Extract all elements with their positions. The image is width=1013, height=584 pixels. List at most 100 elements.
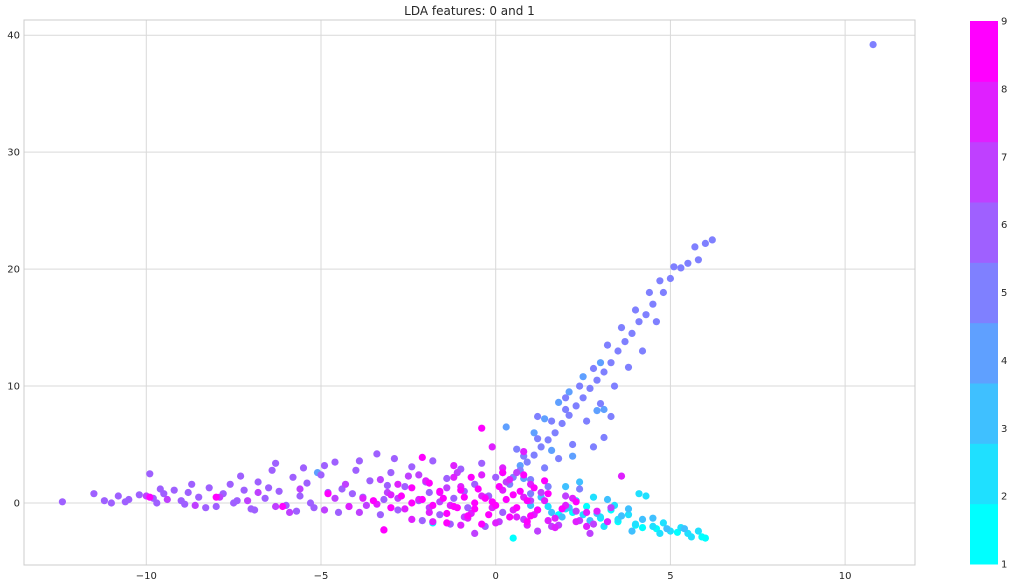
- data-point: [429, 518, 437, 526]
- data-point: [607, 504, 615, 512]
- data-point: [107, 499, 115, 507]
- x-tick-label: 5: [667, 571, 673, 582]
- data-point: [694, 527, 703, 535]
- data-point: [701, 239, 710, 247]
- data-point: [376, 476, 384, 484]
- colorbar-tick-label: 4: [1001, 356, 1007, 367]
- data-point: [537, 443, 545, 451]
- data-point: [383, 481, 391, 490]
- colorbar-ticks: 1 2 3 4 5 6 7 8 9: [1001, 17, 1007, 571]
- data-point: [499, 508, 507, 516]
- grid: [24, 20, 915, 565]
- data-point: [586, 384, 594, 392]
- data-point: [649, 522, 657, 531]
- data-point: [534, 412, 542, 421]
- y-tick-label: 10: [7, 382, 20, 393]
- data-point: [684, 259, 692, 267]
- data-point: [638, 524, 647, 532]
- data-point: [565, 388, 573, 396]
- data-point: [394, 506, 402, 514]
- data-point: [341, 480, 350, 488]
- data-point: [589, 493, 598, 501]
- data-point: [296, 485, 304, 493]
- data-point: [230, 499, 238, 507]
- data-point: [299, 464, 308, 472]
- data-point: [478, 471, 486, 479]
- colorbar-segment: [970, 81, 998, 143]
- data-point: [488, 443, 496, 451]
- y-tick-label: 20: [7, 265, 20, 276]
- colorbar-tick-label: 1: [1001, 560, 1007, 571]
- data-point: [558, 419, 566, 428]
- data-point: [708, 236, 716, 244]
- series-class-5: [499, 41, 877, 498]
- data-point: [390, 455, 398, 463]
- data-point: [394, 480, 402, 488]
- data-point: [680, 525, 689, 533]
- data-point: [146, 470, 154, 478]
- data-point: [523, 497, 531, 505]
- data-point: [635, 490, 643, 498]
- data-point: [387, 491, 395, 499]
- colorbar-segment: [970, 21, 998, 82]
- data-point: [652, 318, 661, 326]
- data-point: [649, 300, 657, 308]
- data-point: [610, 382, 619, 390]
- data-point: [645, 288, 654, 297]
- x-tick-label: 10: [839, 571, 852, 582]
- data-point: [513, 469, 521, 477]
- data-point: [600, 433, 608, 442]
- data-point: [589, 364, 598, 373]
- data-point: [443, 519, 451, 527]
- data-point: [579, 373, 587, 381]
- data-point: [268, 466, 276, 474]
- data-point: [558, 513, 566, 521]
- data-point: [600, 368, 608, 376]
- data-point: [541, 477, 549, 485]
- data-point: [569, 452, 577, 460]
- data-point: [355, 457, 363, 465]
- colorbar-tick-label: 3: [1001, 424, 1007, 435]
- data-point: [520, 448, 528, 456]
- data-point: [513, 445, 521, 453]
- data-point: [373, 450, 381, 458]
- data-point: [677, 264, 685, 272]
- data-point: [530, 451, 538, 459]
- data-point: [869, 41, 877, 49]
- data-point: [457, 486, 465, 494]
- data-point: [659, 519, 668, 527]
- data-point: [226, 480, 234, 488]
- y-tick-label: 40: [7, 31, 20, 42]
- data-point: [555, 455, 563, 463]
- data-point: [551, 514, 559, 522]
- x-tick-label: −10: [136, 571, 157, 582]
- data-point: [562, 394, 570, 402]
- data-point: [603, 341, 612, 349]
- data-point: [583, 417, 591, 425]
- data-point: [408, 499, 416, 507]
- data-point: [583, 502, 591, 511]
- colorbar-segment: [970, 503, 998, 565]
- data-point: [254, 478, 262, 486]
- data-point: [572, 507, 580, 515]
- data-point: [418, 453, 426, 461]
- data-point: [663, 525, 671, 533]
- data-point: [516, 487, 524, 495]
- data-point: [471, 505, 479, 513]
- data-point: [205, 484, 213, 492]
- data-point: [691, 243, 699, 251]
- data-point: [478, 520, 486, 528]
- data-point: [387, 469, 395, 477]
- data-point: [506, 513, 514, 521]
- data-point: [642, 311, 650, 319]
- series-class-6: [58, 450, 507, 531]
- colorbar-tick-label: 5: [1001, 288, 1007, 299]
- x-tick-label: −5: [314, 571, 329, 582]
- scatter-points: [58, 41, 877, 542]
- chart-title: LDA features: 0 and 1: [404, 4, 535, 18]
- data-point: [607, 359, 615, 367]
- data-point: [397, 492, 405, 500]
- data-point: [502, 495, 510, 504]
- plot-frame: [23, 19, 916, 566]
